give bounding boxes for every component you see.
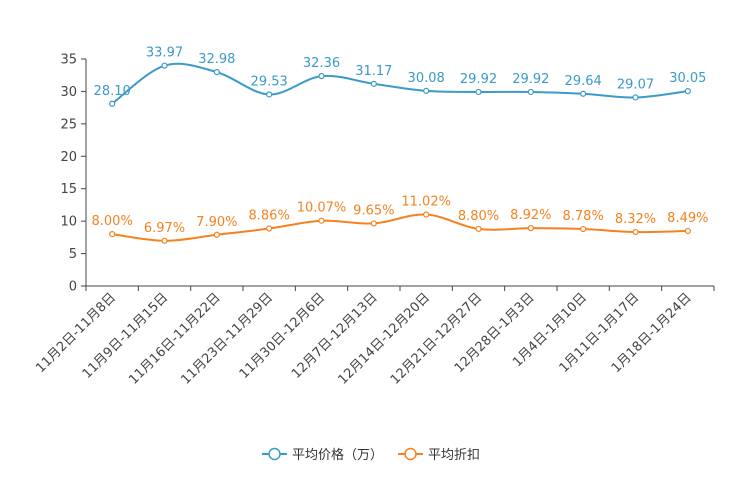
data-label: 7.90%	[196, 215, 237, 230]
y-tick-label: 30	[60, 85, 77, 100]
data-label: 10.07%	[297, 201, 347, 216]
data-label: 8.00%	[92, 214, 133, 229]
data-label: 9.65%	[353, 203, 394, 218]
x-tick-label: 12月14日-12月20日	[336, 290, 433, 387]
data-point	[632, 94, 639, 101]
y-tick-label: 10	[60, 215, 77, 230]
data-point	[370, 220, 377, 227]
series-line	[111, 62, 688, 105]
data-point	[109, 231, 116, 238]
data-point	[423, 87, 430, 95]
y-tick-label: 20	[60, 150, 77, 165]
data-label: 31.17	[355, 64, 392, 79]
data-point	[266, 225, 273, 232]
data-label: 28.10	[94, 84, 131, 99]
data-label: 32.36	[303, 56, 340, 71]
data-label: 8.49%	[667, 211, 708, 226]
data-label: 29.07	[617, 77, 654, 92]
data-point	[475, 225, 482, 233]
data-label: 29.92	[512, 72, 549, 87]
series-line	[112, 213, 688, 242]
series-1: 28.10 33.97 32.98 29.53 32.36 31.17 30.08 29.92…	[94, 46, 706, 107]
data-point	[684, 227, 691, 235]
data-point	[580, 90, 587, 97]
data-point	[161, 237, 168, 244]
data-label: 8.92%	[510, 208, 551, 223]
data-point	[213, 69, 220, 76]
y-tick-label: 15	[60, 182, 77, 197]
data-label: 29.92	[460, 72, 497, 87]
data-point	[475, 88, 482, 96]
chart-legend: 平均价格（万） 平均折扣	[262, 447, 480, 463]
y-tick-label: 5	[69, 247, 77, 262]
data-label: 29.53	[251, 74, 288, 89]
data-label: 30.08	[408, 71, 445, 86]
data-point	[266, 91, 273, 98]
series-2: 8.00% 6.97% 7.90% 8.86% 10.07% 9.65% 11.02% 8.8…	[92, 195, 708, 244]
data-label: 8.78%	[563, 209, 604, 224]
y-tick-label: 25	[60, 117, 77, 132]
data-label: 8.86%	[249, 209, 290, 224]
data-point	[213, 231, 220, 238]
x-tick-label: 11月23日-11月29日	[179, 290, 276, 387]
data-label: 32.98	[198, 52, 235, 67]
data-label: 33.97	[146, 46, 183, 61]
legend-label: 平均价格（万）	[292, 447, 383, 463]
y-tick-label: 0	[69, 280, 77, 295]
chart-axes: 0510152025303511月2日-11月8日11月9日-11月15日11月…	[33, 53, 715, 388]
chart-series: 28.10 33.97 32.98 29.53 32.36 31.17 30.08 29.92…	[92, 46, 708, 244]
data-label: 30.05	[669, 71, 706, 86]
data-point	[527, 225, 534, 232]
data-point	[109, 100, 116, 107]
legend-marker-icon	[268, 447, 281, 461]
legend-item-2[interactable]: 平均折扣	[398, 447, 480, 463]
data-point	[318, 73, 325, 80]
data-point	[161, 62, 168, 69]
legend-label: 平均折扣	[428, 448, 480, 463]
legend-marker-icon	[404, 447, 417, 461]
data-point	[370, 80, 377, 87]
data-label: 29.64	[565, 74, 602, 89]
data-label: 8.32%	[615, 212, 656, 227]
x-tick-label: 11月16日-11月22日	[126, 290, 223, 387]
data-point	[423, 211, 430, 218]
x-tick-label: 12月21日-12月27日	[388, 290, 485, 387]
data-point	[580, 225, 587, 233]
data-label: 8.80%	[458, 209, 499, 224]
data-point	[684, 88, 691, 95]
legend-item-1[interactable]: 平均价格（万）	[262, 447, 383, 463]
data-point	[527, 88, 534, 96]
data-point	[318, 217, 325, 224]
data-point	[632, 228, 639, 236]
y-tick-label: 35	[60, 53, 77, 68]
data-label: 6.97%	[144, 221, 185, 236]
data-label: 11.02%	[401, 195, 451, 210]
